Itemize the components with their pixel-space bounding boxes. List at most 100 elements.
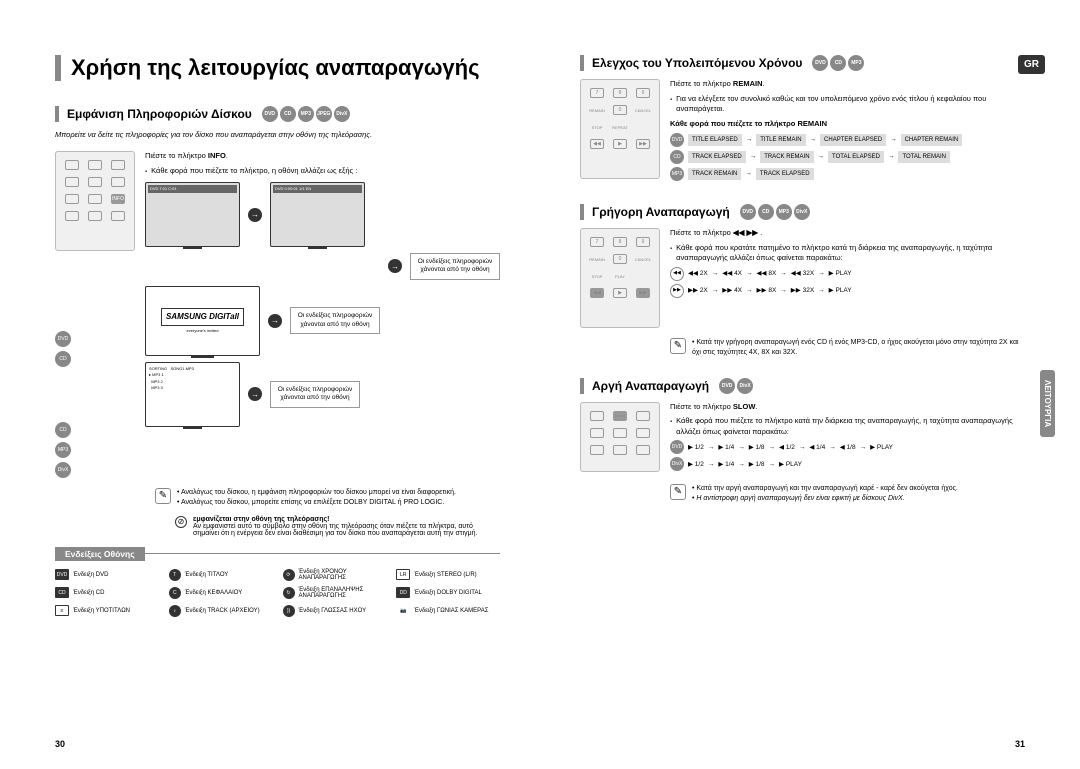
seq-row: DVD ▶ 1/2 → ▶ 1/4 → ▶ 1/8 → ◀ 1/2 → ◀ 1/… [670,440,1025,454]
camera-icon: 📷 [396,605,410,616]
note-icon: ✎ [670,338,686,354]
ind-item: DVDΈνδειξη DVD [55,569,159,581]
note-icon: ✎ [670,484,686,500]
content-col: Πιέστε το πλήκτρο INFO. Κάθε φορά που πι… [145,151,500,478]
ind-item: TΈνδειξη ΤΙΤΛΟΥ [169,569,273,581]
badge-mp3: MP3 [298,106,314,122]
badge-cd: CD [758,204,774,220]
badge-mp3: MP3 [848,55,864,71]
tv-row-3: SORTING SONG1.MP3▸ MP3 1 MP3 2 MP3 3 → Ο… [145,362,500,427]
seq-row: ▶▶ ▶▶ 2X → ▶▶ 4X → ▶▶ 8X → ▶▶ 32X → ▶ PL… [670,284,1025,298]
warning-icon: ⊘ [175,516,187,528]
press-slow: Πιέστε το πλήκτρο SLOW. [670,402,1025,413]
right-page: GR ΛΕΙΤΟΥΡΓΙΑ Ελεγχος του Υπολειπόμενου … [540,0,1080,769]
seq-row: DVD TITLE ELAPSED → TITLE REMAIN → CHAPT… [670,133,1025,147]
forward-icon: ▶▶ [670,284,684,298]
tv-row-2: SAMSUNG DIGITall everyone's invited → Οι… [145,286,500,356]
arrow-icon: → [268,314,282,328]
badge-dvd: DVD [670,440,684,454]
seq-row: CD TRACK ELAPSED → TRACK REMAIN → TOTAL … [670,150,1025,164]
section-disc-info: Εμφάνιση Πληροφοριών Δίσκου DVD CD MP3 J… [55,106,500,617]
section-fast: Γρήγορη Αναπαραγωγή DVD CD MP3 DivX 789 … [580,204,1025,358]
remote-control-icon: INFO [55,151,135,251]
lang-badge: GR [1018,55,1045,74]
seq-row: MP3 TRACK REMAIN → TRACK ELAPSED [670,167,1025,181]
arrow-icon: → [248,387,262,401]
badge-mp3: MP3 [670,167,684,181]
title-icon: T [169,569,181,581]
badge-dvd: DVD [55,331,71,347]
ind-item: 📷Ένδειξη ΓΩΝΙΑΣ ΚΑΜΕΡΑΣ [396,605,500,617]
badge-divx: DivX [55,462,71,478]
tv-list-screen: SORTING SONG1.MP3▸ MP3 1 MP3 2 MP3 3 [145,362,240,427]
subhead: Κάθε φορά που πιέζετε το πλήκτρο REMAIN [670,119,1025,130]
section-body: INFO DVD CD CD MP3 DivX Πιέστε το πλήκτρ… [55,151,500,478]
badge-divx: DivX [794,204,810,220]
ind-item: LRΈνδειξη STEREO (L/R) [396,569,500,581]
ind-item: CDΈνδειξη CD [55,587,159,599]
badge-mp3: MP3 [55,442,71,458]
arrow-icon: → [248,208,262,222]
note-box: ✎ • Κατά την αργή αναπαραγωγή και την αν… [670,484,1025,504]
section-title-disc-info: Εμφάνιση Πληροφοριών Δίσκου DVD CD MP3 J… [55,106,500,122]
callout: Οι ενδείξεις πληροφοριών χάνονται από τη… [290,307,380,334]
badge-cd: CD [280,106,296,122]
rewind-icon: ◀◀ [670,267,684,281]
remote-col: INFO DVD CD CD MP3 DivX [55,151,135,478]
badge-dvd: DVD [670,133,684,147]
press-remain: Πιέστε το πλήκτρο REMAIN. [670,79,1025,90]
remote-control-icon: 789 REMAIN0CANCEL STOPPLAY ◀◀▶▶▶ [580,228,660,328]
remote-col: SLOW [580,402,660,475]
left-page: Χρήση της λειτουργίας αναπαραγωγής Εμφάν… [0,0,540,769]
badge-divx: DivX [670,457,684,471]
badge-cd: CD [670,150,684,164]
disc-badges: DVD CD MP3 JPEG DivX [262,106,350,122]
badge-divx: DivX [737,378,753,394]
ind-item: ↻Ένδειξη ΕΠΑΝΑΛΗΨΗΣ ΑΝΑΠΑΡΑΓΩΓΗΣ [283,587,387,599]
lr-icon: LR [396,569,410,580]
dolby-icon: DD [396,587,410,598]
remote-col: 789 REMAIN0CANCEL STOPREPEAT ◀◀▶▶▶ [580,79,660,184]
remote-control-icon: SLOW [580,402,660,472]
badge-dvd: DVD [262,106,278,122]
tv-screen-icon: DVD T:01 C:01 [145,182,240,247]
indicators-header: Ενδείξεις Οθόνης [55,547,500,561]
page-number: 31 [1015,739,1025,749]
badge-dvd: DVD [740,204,756,220]
ind-item: ♪Ένδειξη TRACK (ΑΡΧΕΙΟΥ) [169,605,273,617]
section-remain: Ελεγχος του Υπολειπόμενου Χρόνου DVD CD … [580,55,1025,184]
tv-screen-icon: DVD 0:00:01 1/1 EN [270,182,365,247]
ind-item: DDΈνδειξη DOLBY DIGITAL [396,587,500,599]
tv-row-1: DVD T:01 C:01 → DVD 0:00:01 1/1 EN [145,182,500,247]
note-box: ✎ • Κατά την γρήγορη αναπαραγωγή ενός CD… [670,338,1025,358]
subtitle-icon: ≡ [55,605,69,616]
badge-dvd: DVD [812,55,828,71]
ind-item: CΈνδειξη ΚΕΦΑΛΑΙΟΥ [169,587,273,599]
chapter-icon: C [169,587,181,599]
badge-cd: CD [830,55,846,71]
ind-item: ))Ένδειξη ΓΛΩΣΣΑΣ ΗΧΟΥ [283,605,387,617]
title-text: Εμφάνιση Πληροφοριών Δίσκου [67,107,252,121]
seq-row: DivX ▶ 1/2 → ▶ 1/4 → ▶ 1/8 → ▶ PLAY [670,457,1025,471]
remote-control-icon: 789 REMAIN0CANCEL STOPREPEAT ◀◀▶▶▶ [580,79,660,179]
dvd-icon: DVD [55,569,69,580]
cd-icon: CD [55,587,69,598]
audio-lang-icon: )) [283,605,295,617]
callout: Οι ενδείξεις πληροφοριών χάνονται από τη… [270,381,360,408]
tv-logo-screen: SAMSUNG DIGITall everyone's invited [145,286,260,356]
section-slow: Αργή Αναπαραγωγή DVD DivX SLOW Πιέστε το… [580,378,1025,504]
callout: Οι ενδείξεις πληροφοριών χάνονται από τη… [410,253,500,280]
badge-cd: CD [55,351,71,367]
badge-mp3: MP3 [776,204,792,220]
intro-text: Μπορείτε να δείτε τις πληροφορίες για το… [55,130,500,139]
side-tab: ΛΕΙΤΟΥΡΓΙΑ [1040,370,1055,437]
seq-row: ◀◀ ◀◀ 2X → ◀◀ 4X → ◀◀ 8X → ◀◀ 32X → ▶ PL… [670,267,1025,281]
badge-dvd: DVD [719,378,735,394]
section-title-slow: Αργή Αναπαραγωγή DVD DivX [580,378,1025,394]
badge-divx: DivX [334,106,350,122]
remote-col: 789 REMAIN0CANCEL STOPPLAY ◀◀▶▶▶ [580,228,660,328]
note-box: ✎ • Αναλόγως του δίσκου, η εμφάνιση πληρ… [155,488,500,508]
badge-jpeg: JPEG [316,106,332,122]
arrow-icon: → [388,259,402,273]
ind-item: ≡Ένδειξη ΥΠΟΤΙΤΛΩΝ [55,605,159,617]
